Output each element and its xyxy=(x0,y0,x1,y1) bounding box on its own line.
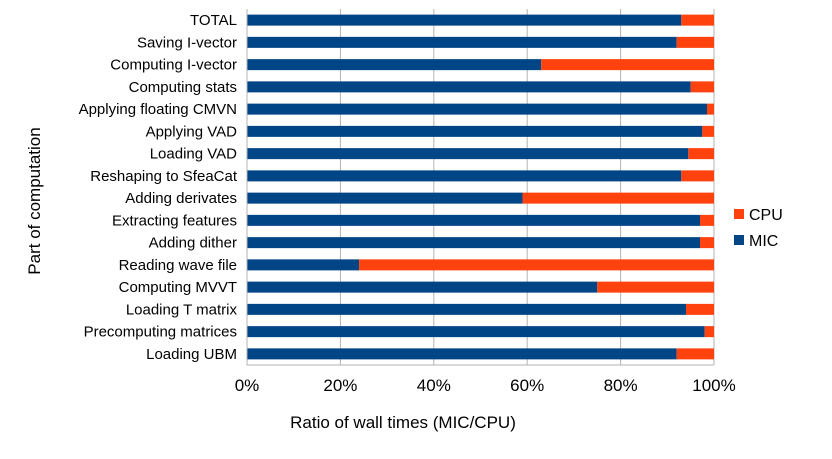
bar-mic xyxy=(247,59,542,71)
bar-mic xyxy=(247,281,598,293)
x-tick-label: 20% xyxy=(323,376,357,395)
bar-mic xyxy=(247,81,691,93)
bar-mic xyxy=(247,259,360,271)
bar-mic xyxy=(247,36,677,48)
legend-swatch-cpu xyxy=(734,209,744,219)
category-label: TOTAL xyxy=(190,12,237,29)
bar-cpu xyxy=(702,125,714,137)
bar-cpu xyxy=(681,14,714,26)
category-label: Computing I-vector xyxy=(110,57,237,74)
y-axis-title: Part of computation xyxy=(25,127,44,274)
x-tick-label: 0% xyxy=(235,376,260,395)
legend-label-mic: MIC xyxy=(749,233,778,250)
axes xyxy=(246,9,714,366)
bar-mic xyxy=(247,103,707,115)
bar-mic xyxy=(247,192,523,204)
category-label: Precomputing matrices xyxy=(84,324,237,341)
category-label: Loading T matrix xyxy=(126,301,238,318)
legend-swatch-mic xyxy=(734,235,744,245)
bar-cpu xyxy=(681,170,714,182)
bars xyxy=(247,14,714,360)
category-label: Computing MVVT xyxy=(119,279,237,296)
bar-cpu xyxy=(706,103,714,115)
x-tick-labels: 0% 20% 40% 60% 80% 100% xyxy=(235,376,736,395)
bar-mic xyxy=(247,125,703,137)
bar-cpu xyxy=(699,214,714,226)
category-label: Loading VAD xyxy=(150,146,237,163)
bar-mic xyxy=(247,303,686,315)
bar-mic xyxy=(247,214,700,226)
category-label: Applying floating CMVN xyxy=(79,101,237,118)
bar-cpu xyxy=(597,281,714,293)
category-label: Adding derivates xyxy=(125,190,237,207)
bar-cpu xyxy=(690,81,714,93)
category-label: Computing stats xyxy=(129,79,237,96)
category-label: Reshaping to SfeaCat xyxy=(90,168,238,185)
bar-mic xyxy=(247,237,700,249)
category-labels: TOTAL Saving I-vector Computing I-vector Co… xyxy=(79,12,238,363)
bar-cpu xyxy=(685,303,714,315)
bar-cpu xyxy=(522,192,714,204)
legend: CPU MIC xyxy=(734,207,783,250)
bar-mic xyxy=(247,14,682,26)
bar-mic xyxy=(247,326,705,338)
category-label: Applying VAD xyxy=(146,123,238,140)
x-axis-title: Ratio of wall times (MIC/CPU) xyxy=(290,413,516,432)
bar-mic xyxy=(247,348,677,360)
x-tick-label: 60% xyxy=(510,376,544,395)
legend-label-cpu: CPU xyxy=(749,207,783,224)
bar-cpu xyxy=(541,59,714,71)
x-tick-label: 40% xyxy=(417,376,451,395)
x-tick-label: 80% xyxy=(604,376,638,395)
category-label: Extracting features xyxy=(112,212,237,229)
bar-cpu xyxy=(704,326,714,338)
bar-cpu xyxy=(359,259,714,271)
bar-cpu xyxy=(699,237,714,249)
bar-cpu xyxy=(688,148,714,160)
category-label: Loading UBM xyxy=(146,346,237,363)
category-label: Adding dither xyxy=(149,235,237,252)
bar-mic xyxy=(247,148,689,160)
bar-mic xyxy=(247,170,682,182)
category-label: Saving I-vector xyxy=(137,34,237,51)
category-label: Reading wave file xyxy=(119,257,237,274)
x-tick-label: 100% xyxy=(692,376,735,395)
bar-cpu xyxy=(676,36,714,48)
bar-cpu xyxy=(676,348,714,360)
